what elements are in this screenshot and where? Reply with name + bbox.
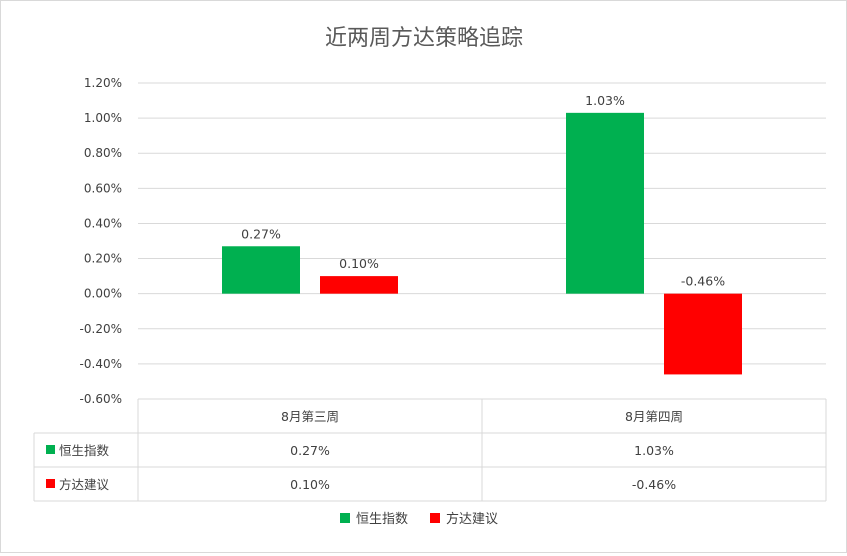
y-tick-label: 0.00% [84,287,122,301]
data-labels: 0.27% 0.10% 1.03% -0.46% [241,93,725,289]
y-tick-label: -0.40% [80,357,122,371]
legend-label: 恒生指数 [356,512,408,527]
bar [566,112,644,294]
y-tick-label: -0.60% [80,392,122,406]
bar [320,276,398,294]
legend: 恒生指数 方达建议 [340,511,498,527]
y-axis-ticks: 1.20% 1.00% 0.80% 0.60% 0.40% 0.20% 0.00% -0.20… [80,76,122,406]
data-label: 1.03% [585,93,625,108]
legend-label: 方达建议 [446,511,498,527]
y-tick-label: -0.20% [80,322,122,336]
table-series-name: 方达建议 [59,477,110,492]
y-tick-label: 1.20% [84,76,122,90]
legend-swatch [430,513,440,523]
table-legend-swatch [46,445,55,454]
data-label: 0.27% [241,226,281,241]
table-value-cell: 0.10% [290,477,330,492]
y-tick-label: 1.00% [84,111,122,125]
y-tick-label: 0.40% [84,216,122,230]
table-value-cell: 1.03% [634,443,674,458]
bar [664,293,742,375]
y-tick-label: 0.80% [84,146,122,160]
table-value-cell: 0.27% [290,443,330,458]
table-header-cell: 8月第三周 [281,409,339,424]
bar [222,246,300,294]
table-value-cell: -0.46% [632,477,676,492]
data-label: 0.10% [339,256,379,271]
table-series-name: 恒生指数 [59,443,110,458]
legend-swatch [340,513,350,523]
table-header-cell: 8月第四周 [625,409,683,424]
table-legend-swatch [46,479,55,488]
bars [222,112,742,375]
y-tick-label: 0.20% [84,252,122,266]
chart-title: 近两周方达策略追踪 [325,26,523,51]
y-tick-label: 0.60% [84,181,122,195]
data-label: -0.46% [681,274,725,289]
